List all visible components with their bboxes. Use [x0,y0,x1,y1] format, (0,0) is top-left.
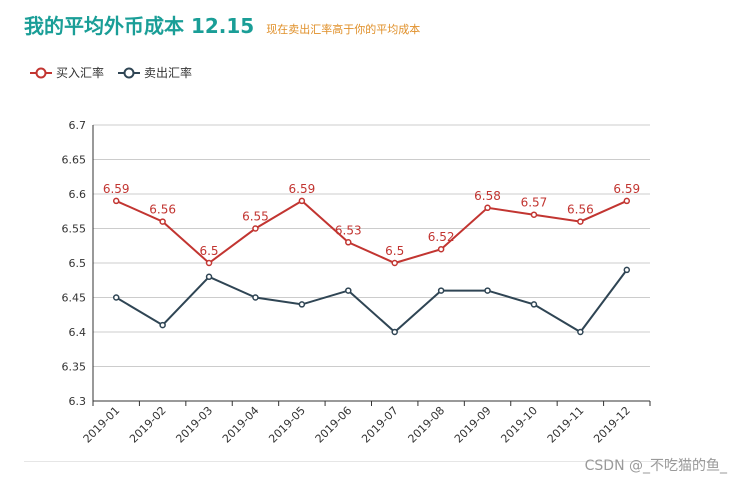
x-tick-label: 2019-11 [545,404,587,446]
data-point-buy [345,239,352,246]
x-tick-label: 2019-10 [498,404,540,446]
data-point-buy [252,225,259,232]
chart-legend: 买入汇率 卖出汇率 [30,64,192,81]
y-tick-label: 6.55 [62,223,87,236]
data-point-sell [530,301,538,308]
data-point-sell [205,273,213,281]
data-label-buy: 6.52 [428,230,455,244]
data-point-sell [112,294,120,301]
data-point-sell [437,287,445,294]
y-tick-label: 6.5 [69,257,87,270]
data-point-buy [298,197,306,205]
bottom-divider [24,461,717,462]
data-label-buy: 6.5 [385,244,404,258]
data-label-buy: 6.59 [289,182,316,196]
legend-sell-swatch-icon [118,67,141,78]
series-line-buy [115,199,628,265]
data-label-buy: 6.5 [199,244,218,258]
data-point-sell [391,328,398,336]
data-point-buy [112,197,120,205]
x-tick-label: 2019-12 [591,404,633,446]
series-line-sell [115,269,628,334]
x-tick-label: 2019-05 [266,404,308,446]
data-point-buy [205,259,213,267]
data-point-sell [345,287,352,294]
x-tick-label: 2019-01 [81,404,123,446]
data-point-buy [623,197,631,205]
y-tick-label: 6.3 [69,395,87,408]
data-point-buy [484,204,491,212]
y-tick-label: 6.6 [69,188,87,201]
data-point-buy [159,218,166,225]
watermark: CSDN @_不吃猫的鱼_ [584,458,727,474]
data-point-sell [484,287,491,294]
x-tick-label: 2019-03 [173,404,215,446]
data-label-buy: 6.57 [521,196,548,210]
legend-item-sell[interactable]: 卖出汇率 [118,64,192,81]
data-point-sell [577,328,584,336]
data-label-buy: 6.58 [474,189,501,203]
data-label-buy: 6.53 [335,223,362,237]
x-tick-label: 2019-04 [220,404,262,446]
x-tick-label: 2019-09 [452,404,494,446]
data-label-buy: 6.56 [567,203,594,217]
data-label-buy: 6.56 [149,203,176,217]
data-point-sell [252,294,259,301]
y-tick-label: 6.65 [62,154,87,167]
data-point-sell [298,301,306,308]
x-tick-label: 2019-08 [406,404,448,446]
chart-subtitle: 现在卖出汇率高于你的平均成本 [266,23,421,36]
x-tick-label: 2019-07 [359,404,401,446]
legend-buy-swatch-icon [30,67,52,78]
legend-item-buy[interactable]: 买入汇率 [30,64,104,81]
data-point-buy [391,259,398,267]
legend-buy-label: 买入汇率 [56,66,105,80]
y-tick-label: 6.4 [69,326,87,339]
data-point-buy [437,245,445,253]
data-point-buy [530,211,538,218]
chart-title: 我的平均外币成本 12.15 [24,14,255,38]
data-point-sell [159,321,166,329]
y-tick-label: 6.45 [62,292,87,305]
data-label-buy: 6.55 [242,210,269,224]
data-point-buy [577,218,584,225]
chart-header: 我的平均外币成本 12.15 现在卖出汇率高于你的平均成本 [24,10,420,44]
y-tick-label: 6.35 [62,361,87,374]
y-tick-label: 6.7 [69,119,87,132]
x-tick-label: 2019-06 [313,404,355,446]
data-label-buy: 6.59 [613,182,640,196]
legend-sell-label: 卖出汇率 [144,66,193,80]
x-tick-label: 2019-02 [127,404,169,446]
data-label-buy: 6.59 [103,182,130,196]
data-point-sell [623,266,631,274]
